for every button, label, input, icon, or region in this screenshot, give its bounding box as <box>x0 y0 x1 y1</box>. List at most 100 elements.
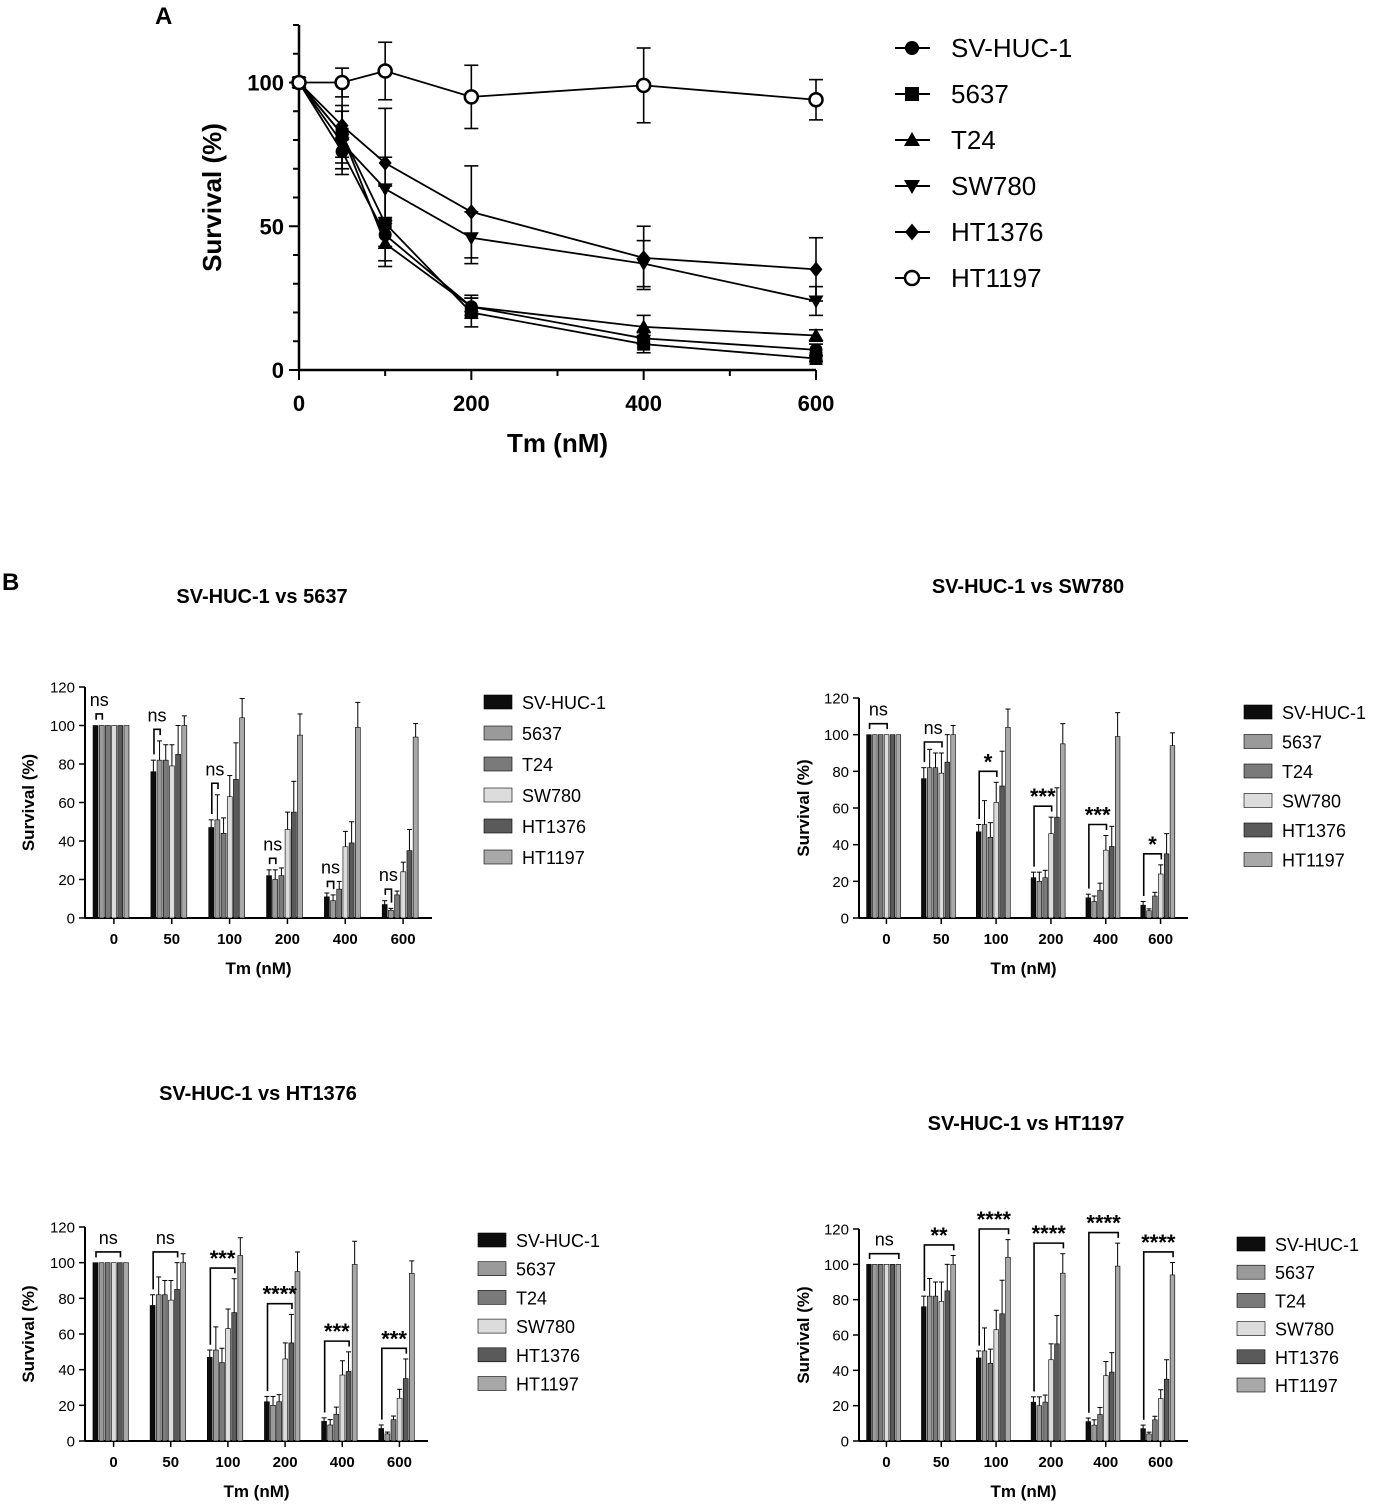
bar-5637 <box>1146 1433 1152 1442</box>
y-tick-label: 40 <box>832 1363 849 1380</box>
legend-item-ht1197: HT1197 <box>1236 1376 1338 1396</box>
bar-ht1376 <box>348 842 355 919</box>
legend-item-ht1376: HT1376 <box>1243 821 1346 841</box>
y-tick-label: 80 <box>832 764 849 781</box>
bar-sv-huc-1 <box>266 875 272 919</box>
bar-ht1376 <box>889 734 896 919</box>
bar-sv-huc-1 <box>1085 1421 1091 1442</box>
legend-swatch <box>1243 734 1273 749</box>
y-tick-label: 0 <box>841 1434 849 1451</box>
chart-title: SV-HUC-1 vs SW780 <box>932 576 1124 598</box>
bar-t24 <box>162 1294 168 1442</box>
legend-swatch <box>1236 1264 1266 1280</box>
bar-sv-huc-1 <box>1140 1428 1146 1442</box>
y-tick-label: 80 <box>58 1291 75 1308</box>
x-tick-label: 200 <box>1038 931 1063 948</box>
x-tick-label: 0 <box>882 931 890 948</box>
bar-ht1376 <box>345 1371 352 1442</box>
bar-ht1376 <box>889 1264 896 1442</box>
legend-swatch <box>1236 1377 1266 1393</box>
y-tick-label: 20 <box>58 1398 75 1415</box>
y-axis-label: Survival (%) <box>794 1286 813 1383</box>
legend-swatch <box>483 756 513 772</box>
legend-swatch <box>477 1232 507 1248</box>
bar-t24 <box>878 734 884 919</box>
bar-t24 <box>1042 877 1048 919</box>
legend-swatch <box>477 1376 507 1391</box>
bar-sv-huc-1 <box>92 1262 99 1442</box>
x-tick-label: 100 <box>217 931 242 948</box>
significance-label: **** <box>977 1207 1012 1232</box>
bar-5637 <box>330 900 336 919</box>
significance-label: *** <box>324 1319 350 1344</box>
bar-chart-sv-huc-1-vs-sw780: SV-HUC-1 vs SW780 0 20 40 60 80 100 120 Survival… <box>794 576 1366 978</box>
y-tick-label: 40 <box>832 837 849 854</box>
bar-5637 <box>384 1433 391 1442</box>
bar-sw780 <box>400 871 407 919</box>
x-tick-label: 400 <box>625 391 662 416</box>
legend-item-t24: T24 <box>1236 1291 1306 1311</box>
bar-sw780 <box>282 1358 289 1442</box>
bar-ht1376 <box>231 1312 237 1442</box>
legend-swatch <box>1243 852 1273 867</box>
y-tick-label: 80 <box>58 757 75 774</box>
bar-t24 <box>1097 1414 1103 1442</box>
legend-label: SW780 <box>1282 792 1341 812</box>
legend-marker <box>905 41 919 55</box>
bar-ht1376 <box>233 779 239 919</box>
bar-ht1376 <box>1109 1371 1115 1442</box>
bar-5637 <box>981 1350 988 1442</box>
series-line <box>298 82 817 351</box>
bar-t24 <box>932 767 939 919</box>
legend-item-ht1376: HT1376 <box>1236 1348 1339 1368</box>
legend-marker <box>905 223 919 241</box>
x-tick-label: 200 <box>1038 1454 1063 1471</box>
bar-sw780 <box>226 796 233 919</box>
y-tick-label: 0 <box>67 911 75 928</box>
bar-ht1376 <box>1054 816 1060 919</box>
legend-swatch <box>1236 1293 1266 1308</box>
line-chart-a: 0 50 100 0 200 400 600 Tm (nM) Survival (%) SV-HU… <box>197 24 1072 458</box>
legend-swatch <box>1236 1321 1266 1336</box>
significance-label: ns <box>869 700 888 720</box>
x-tick-label: 400 <box>1093 931 1118 948</box>
legend-label: HT1376 <box>1275 1348 1339 1368</box>
significance-bracket <box>868 722 888 730</box>
legend-label: SW780 <box>951 171 1036 201</box>
bar-sw780 <box>110 1262 117 1442</box>
legend-item-ht1376: HT1376 <box>483 817 586 837</box>
data-point <box>378 155 392 171</box>
bar-chart-sv-huc-1-vs-5637: SV-HUC-1 vs 5637 0 20 40 60 80 100 120 Survival … <box>19 586 606 978</box>
significance-bracket <box>323 1340 350 1413</box>
significance-bracket <box>1142 853 1163 896</box>
bar-t24 <box>878 1264 884 1442</box>
bar-sw780 <box>169 765 175 919</box>
legend-item-sv-huc-1: SV-HUC-1 <box>477 1231 600 1251</box>
series-5637 <box>292 76 823 365</box>
legend-label: SV-HUC-1 <box>1275 1235 1359 1255</box>
legend-swatch <box>477 1347 507 1363</box>
legend-item-5637: 5637 <box>895 79 1009 109</box>
bar-sv-huc-1 <box>208 827 214 919</box>
y-tick-label: 20 <box>58 872 75 889</box>
bar-sv-huc-1 <box>1030 877 1037 919</box>
x-tick-label: 50 <box>933 931 950 948</box>
bar-ht1197 <box>895 1264 901 1442</box>
bar-ht1197 <box>409 1273 415 1442</box>
legend-swatch <box>1236 1236 1266 1252</box>
bar-sw780 <box>1048 833 1054 919</box>
bar-t24 <box>104 1262 111 1442</box>
legend-item-ht1197: HT1197 <box>483 848 585 868</box>
bar-t24 <box>987 837 993 919</box>
bar-5637 <box>1091 901 1097 919</box>
legend-item-sv-huc-1: SV-HUC-1 <box>483 693 606 713</box>
significance-label: * <box>984 749 993 774</box>
y-axis-label: Survival (%) <box>19 1285 38 1382</box>
x-axis-label: Tm (nM) <box>223 1482 289 1501</box>
bar-t24 <box>1097 890 1103 919</box>
bar-ht1197 <box>123 725 130 919</box>
significance-label: ns <box>924 718 943 738</box>
chart-title: SV-HUC-1 vs HT1376 <box>159 1083 357 1105</box>
legend-label: HT1197 <box>1275 1376 1338 1396</box>
